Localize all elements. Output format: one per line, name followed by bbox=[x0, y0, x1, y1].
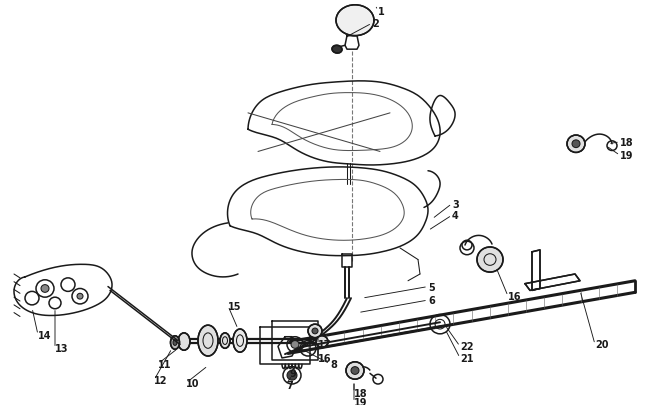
Text: 9: 9 bbox=[290, 369, 297, 378]
Text: 19: 19 bbox=[620, 151, 634, 161]
Text: 18: 18 bbox=[620, 137, 634, 147]
Circle shape bbox=[567, 136, 585, 153]
Text: 14: 14 bbox=[38, 330, 51, 340]
Text: 6: 6 bbox=[428, 295, 435, 305]
Ellipse shape bbox=[170, 336, 179, 350]
Circle shape bbox=[351, 367, 359, 375]
Text: 3: 3 bbox=[452, 199, 459, 209]
Text: 12: 12 bbox=[154, 375, 168, 385]
Circle shape bbox=[316, 336, 328, 347]
Ellipse shape bbox=[173, 340, 177, 345]
Circle shape bbox=[346, 362, 364, 379]
Text: 2: 2 bbox=[372, 19, 379, 29]
Circle shape bbox=[312, 328, 318, 334]
Text: 22: 22 bbox=[460, 341, 473, 352]
Ellipse shape bbox=[233, 329, 247, 352]
Ellipse shape bbox=[220, 333, 230, 348]
Text: 18: 18 bbox=[354, 388, 368, 398]
Text: 16: 16 bbox=[508, 292, 521, 301]
Text: 4: 4 bbox=[452, 211, 459, 221]
Text: 19: 19 bbox=[354, 397, 367, 405]
Text: 5: 5 bbox=[428, 282, 435, 292]
Text: 17: 17 bbox=[318, 340, 332, 350]
Ellipse shape bbox=[198, 325, 218, 356]
Text: 20: 20 bbox=[595, 340, 608, 350]
Text: 7: 7 bbox=[286, 380, 292, 390]
Text: 10: 10 bbox=[186, 378, 200, 388]
Circle shape bbox=[77, 294, 83, 299]
Text: 11: 11 bbox=[158, 359, 172, 369]
Ellipse shape bbox=[178, 333, 190, 350]
Circle shape bbox=[287, 371, 297, 380]
Circle shape bbox=[572, 141, 580, 148]
Text: 8: 8 bbox=[330, 359, 337, 369]
Text: 13: 13 bbox=[55, 343, 68, 354]
Circle shape bbox=[291, 341, 299, 348]
Ellipse shape bbox=[336, 6, 374, 36]
Circle shape bbox=[477, 247, 503, 273]
Text: 16: 16 bbox=[318, 353, 332, 363]
Ellipse shape bbox=[332, 46, 342, 54]
Text: 21: 21 bbox=[460, 353, 473, 363]
Circle shape bbox=[41, 285, 49, 293]
Text: 15: 15 bbox=[228, 301, 242, 311]
Text: 1: 1 bbox=[378, 6, 385, 17]
Circle shape bbox=[308, 324, 322, 338]
